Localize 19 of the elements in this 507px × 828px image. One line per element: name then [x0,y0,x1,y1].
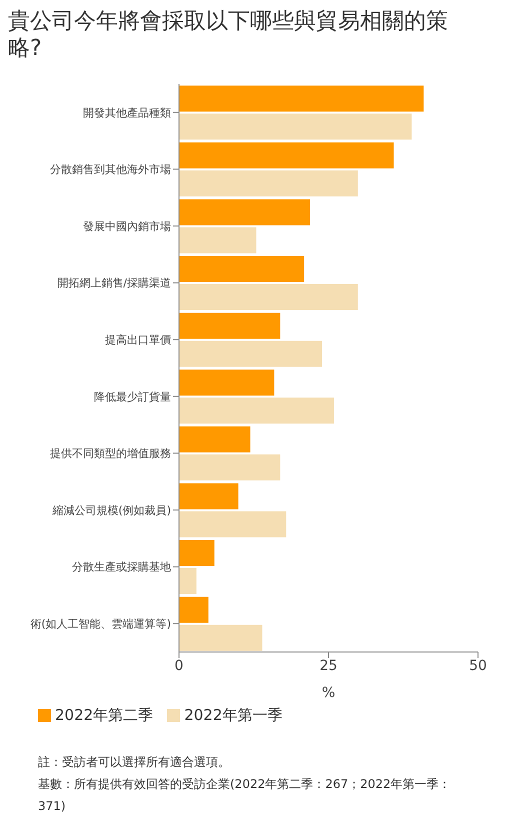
text: 基數：所有提供有效回答的受訪企業(2022年第二季：267；2022年第一季：371) [38,776,452,815]
y-tick-label: 縮減公司規模(例如裁員) [51,504,171,517]
y-tick-label: 分散生產或採購基地 [72,560,171,574]
y-tick-label: 降低最少訂貨量 [94,390,171,404]
legend-label: 2022年第二季 [55,706,154,725]
x-tick-label: 25 [320,658,338,674]
y-tick-label: 提高出口單價 [105,334,171,347]
y-tick-label: 發展中國內銷市場 [83,220,171,233]
y-tick-label: 術(如人工智能、雲端運算等) [30,618,171,631]
y-tick-label: 開發其他產品種類 [83,106,171,120]
y-tick-label: 開拓網上銷售/採購渠道 [57,276,171,290]
y-tick-label: 提供不同類型的增值服務 [50,447,171,460]
legend-label: 2022年第一季 [184,706,282,725]
x-tick-label: 0 [174,658,184,674]
y-tick-label: 分散銷售到其他海外市場 [50,163,171,176]
text: 註：受訪者可以選擇所有適合選項。 [38,754,231,771]
x-axis-title: % [322,685,336,701]
x-tick-label: 50 [469,658,487,674]
chart-title: 貴公司今年將會採取以下哪些與貿易相關的策略? [8,8,448,62]
